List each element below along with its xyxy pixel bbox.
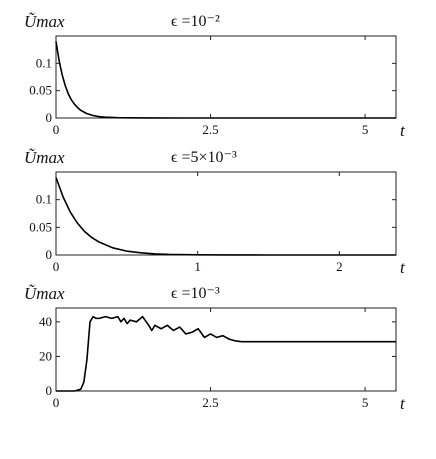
panel-title: ϵ =5×10⁻³	[171, 149, 237, 166]
x-tick-label: 0	[53, 259, 60, 274]
chart-panel-1: Ũmax ϵ =10⁻² 0 2.5 5 t 0 0.05 0.1	[24, 12, 406, 140]
x-tick-label: 5	[362, 122, 369, 137]
series-line-1	[56, 315, 396, 392]
y-tick-label: 0	[46, 247, 53, 262]
plot-frame	[55, 307, 397, 392]
x-tick-label: 2.5	[202, 395, 218, 410]
plot-frame	[55, 171, 397, 256]
y-axis-label: Ũmax	[24, 148, 65, 167]
x-tick-label: 2.5	[202, 122, 218, 137]
y-tick-label: 0.1	[36, 55, 52, 70]
chart-panel-2: Ũmax ϵ =5×10⁻³ 0 1 2 t 0 0.05 0.1	[24, 148, 406, 277]
series-line-1	[55, 177, 396, 256]
plot-frame	[55, 35, 397, 119]
x-tick-label: 0	[53, 395, 60, 410]
panel-title: ϵ =10⁻³	[171, 285, 220, 302]
y-tick-label: 40	[39, 314, 52, 329]
y-tick-label: 0.1	[36, 192, 52, 207]
series-line-1	[55, 41, 396, 119]
y-tick-label: 0	[46, 383, 53, 398]
chart-panel-3: Ũmax ϵ =10⁻³ 0 2.5 5 t 0 20 40	[24, 284, 406, 413]
y-tick-label: 0.05	[29, 219, 52, 234]
x-tick-label: 0	[53, 122, 60, 137]
y-tick-label: 20	[39, 348, 52, 363]
y-tick-label: 0.05	[29, 83, 52, 98]
y-axis-label: Ũmax	[24, 284, 65, 303]
panel-title: ϵ =10⁻²	[171, 13, 220, 30]
x-tick-label: 1	[194, 259, 201, 274]
x-tick-label: 2	[336, 259, 343, 274]
x-axis-label: t	[400, 394, 406, 413]
y-axis-label: Ũmax	[24, 12, 65, 31]
x-axis-label: t	[400, 258, 406, 277]
y-tick-label: 0	[46, 110, 53, 125]
x-axis-label: t	[400, 121, 406, 140]
x-tick-label: 5	[362, 395, 369, 410]
